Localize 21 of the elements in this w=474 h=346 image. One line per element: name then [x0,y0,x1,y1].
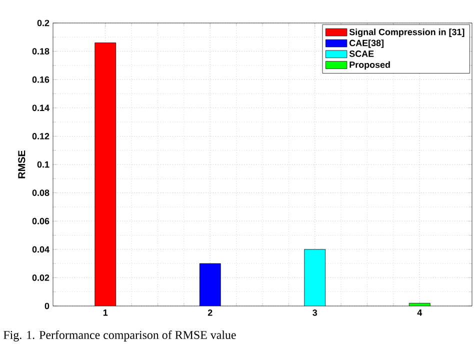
y-tick-label: 0.08 [32,190,50,196]
y-tick-label: 0.06 [32,218,50,224]
legend-label: SCAE [349,50,374,57]
y-tick-label: 0.1 [37,161,50,168]
y-tick-label: 0.14 [32,104,50,112]
x-tick-label: 3 [312,310,318,316]
legend-label: CAE[38] [350,40,384,48]
y-tick-label: 0.2 [37,20,50,26]
y-tick-label: 0.04 [32,246,50,253]
y-tick-label: 0.02 [32,274,50,281]
y-tick-label: 0.12 [32,133,50,140]
x-tick-label: 4 [417,310,422,316]
legend-label: Proposed [350,61,390,70]
y-axis-title: RMSE [18,150,26,178]
y-tick-label: 0.18 [32,48,50,54]
x-tick-label: 1 [103,310,108,316]
legend-label: Signal Compression in [31] [349,28,464,37]
y-tick-label: 0 [44,302,50,310]
caption: Fig. 1. Performance comparison of RMSE value [4,330,236,342]
y-tick-label: 0.16 [32,76,50,83]
x-tick-label: 2 [208,310,212,316]
